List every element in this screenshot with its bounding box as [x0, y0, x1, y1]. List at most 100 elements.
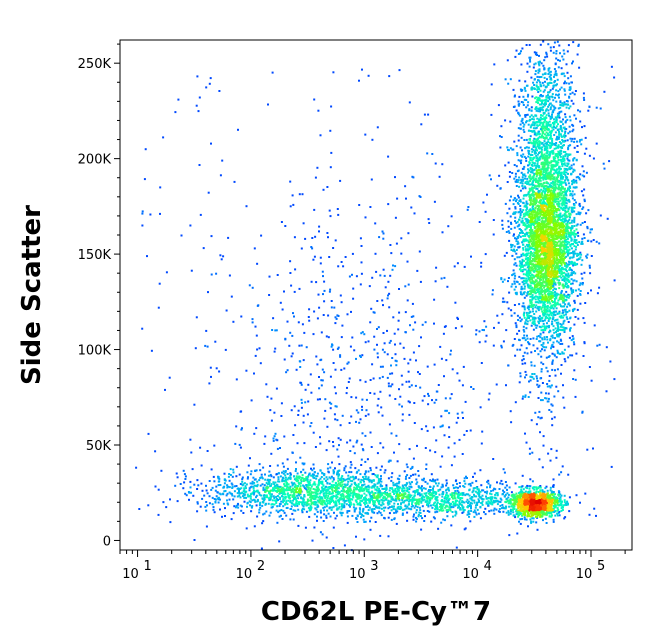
- data-point: [544, 268, 547, 271]
- data-point: [535, 260, 538, 263]
- data-point: [581, 165, 584, 168]
- data-point: [552, 191, 555, 194]
- data-point: [532, 239, 535, 242]
- data-point: [563, 75, 566, 78]
- data-point: [532, 517, 535, 520]
- data-point: [552, 283, 554, 286]
- data-point: [564, 164, 567, 167]
- data-point: [579, 205, 582, 208]
- data-point: [544, 226, 547, 229]
- data-point: [547, 234, 550, 237]
- data-point: [533, 213, 536, 216]
- data-point: [562, 275, 564, 278]
- data-point: [536, 143, 539, 146]
- data-point: [570, 278, 573, 281]
- data-point: [546, 78, 548, 81]
- data-point: [538, 76, 541, 79]
- data-point: [557, 390, 560, 393]
- data-point: [559, 155, 562, 158]
- data-point: [537, 190, 540, 192]
- data-point: [541, 338, 544, 341]
- data-point: [567, 44, 570, 47]
- data-point: [547, 100, 550, 103]
- data-point: [549, 136, 552, 139]
- data-point: [549, 297, 552, 300]
- data-point: [542, 313, 545, 316]
- data-point: [511, 274, 514, 277]
- data-point: [533, 162, 536, 165]
- data-point: [517, 319, 520, 321]
- data-point: [542, 245, 545, 248]
- data-point: [568, 336, 571, 339]
- data-point: [530, 301, 533, 304]
- data-point: [542, 209, 545, 212]
- data-point: [540, 317, 543, 320]
- data-point: [515, 249, 518, 251]
- data-point: [555, 232, 558, 234]
- data-point: [515, 324, 518, 327]
- data-point: [552, 160, 555, 163]
- data-point: [528, 187, 531, 190]
- data-point: [569, 168, 572, 171]
- data-point: [546, 150, 549, 153]
- data-point: [530, 170, 533, 173]
- data-point: [532, 149, 535, 152]
- data-point: [559, 343, 562, 345]
- data-point: [555, 250, 557, 252]
- data-point: [516, 332, 519, 335]
- data-point: [567, 302, 570, 305]
- data-point: [550, 209, 553, 212]
- data-point: [554, 193, 556, 196]
- data-point: [534, 252, 537, 254]
- data-point: [572, 255, 575, 258]
- data-point: [542, 103, 545, 106]
- data-point: [519, 205, 522, 207]
- data-point: [552, 249, 555, 252]
- data-point: [579, 120, 582, 123]
- data-point: [539, 122, 542, 125]
- data-point: [521, 179, 524, 182]
- data-point: [554, 275, 557, 277]
- data-point: [526, 334, 528, 337]
- data-point: [555, 243, 558, 246]
- data-point: [538, 185, 541, 188]
- data-point: [532, 195, 535, 198]
- data-point: [545, 392, 547, 395]
- data-point: [533, 287, 536, 290]
- data-point: [567, 220, 570, 223]
- data-point: [524, 235, 527, 237]
- data-point: [529, 58, 531, 61]
- data-point: [545, 124, 548, 126]
- data-point: [536, 212, 539, 214]
- data-point: [537, 222, 539, 225]
- data-point: [565, 316, 568, 319]
- data-point: [551, 180, 554, 183]
- data-point: [542, 169, 545, 171]
- data-point: [534, 411, 537, 414]
- data-point: [537, 91, 540, 93]
- data-point: [536, 145, 539, 148]
- data-point: [507, 148, 509, 151]
- data-point: [539, 108, 542, 111]
- data-point: [580, 138, 583, 141]
- data-point: [520, 154, 523, 157]
- data-point: [536, 54, 538, 56]
- data-point: [553, 300, 556, 302]
- data-point: [544, 86, 547, 89]
- data-point: [574, 263, 577, 266]
- data-point: [543, 117, 546, 120]
- data-point: [538, 287, 541, 290]
- data-point: [558, 191, 561, 194]
- data-point: [528, 162, 531, 164]
- data-point: [551, 266, 553, 269]
- data-point: [563, 213, 566, 216]
- data-point: [531, 123, 534, 126]
- data-point: [542, 297, 545, 299]
- data-point: [551, 87, 554, 90]
- data-point: [532, 337, 535, 340]
- data-point: [586, 227, 589, 230]
- data-point: [522, 313, 525, 316]
- data-point: [515, 145, 518, 148]
- data-point: [543, 167, 546, 170]
